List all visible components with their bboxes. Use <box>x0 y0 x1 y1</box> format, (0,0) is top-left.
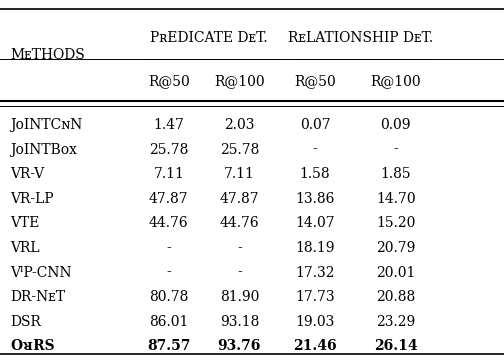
Text: 17.73: 17.73 <box>295 290 335 304</box>
Text: 93.18: 93.18 <box>220 315 259 329</box>
Text: 1.85: 1.85 <box>381 167 411 181</box>
Text: 44.76: 44.76 <box>149 216 188 230</box>
Text: 17.32: 17.32 <box>295 266 335 279</box>
Text: 0.07: 0.07 <box>300 118 330 132</box>
Text: VR-V: VR-V <box>10 167 44 181</box>
Text: -: - <box>393 143 398 156</box>
Text: 47.87: 47.87 <box>220 192 259 206</box>
Text: 14.70: 14.70 <box>376 192 415 206</box>
Text: 93.76: 93.76 <box>218 340 261 353</box>
Text: 26.14: 26.14 <box>374 340 417 353</box>
Text: JᴏINTBᴏx: JᴏINTBᴏx <box>10 143 77 156</box>
Text: -: - <box>237 266 242 279</box>
Text: 81.90: 81.90 <box>220 290 259 304</box>
Text: R@100: R@100 <box>370 75 421 88</box>
Text: 21.46: 21.46 <box>293 340 337 353</box>
Text: 47.87: 47.87 <box>149 192 188 206</box>
Text: 87.57: 87.57 <box>147 340 191 353</box>
Text: R@100: R@100 <box>214 75 265 88</box>
Text: 20.88: 20.88 <box>376 290 415 304</box>
Text: R@50: R@50 <box>294 75 336 88</box>
Text: 1.47: 1.47 <box>153 118 184 132</box>
Text: VR-LP: VR-LP <box>10 192 54 206</box>
Text: 20.79: 20.79 <box>376 241 415 255</box>
Text: VRL: VRL <box>10 241 40 255</box>
Text: R@50: R@50 <box>148 75 190 88</box>
Text: 7.11: 7.11 <box>224 167 255 181</box>
Text: 86.01: 86.01 <box>149 315 188 329</box>
Text: 25.78: 25.78 <box>220 143 259 156</box>
Text: 2.03: 2.03 <box>224 118 255 132</box>
Text: 7.11: 7.11 <box>153 167 184 181</box>
Text: -: - <box>166 266 171 279</box>
Text: 0.09: 0.09 <box>381 118 411 132</box>
Text: 19.03: 19.03 <box>295 315 335 329</box>
Text: 44.76: 44.76 <box>220 216 259 230</box>
Text: MᴇTHODS: MᴇTHODS <box>10 48 85 62</box>
Text: -: - <box>166 241 171 255</box>
Text: DR-NᴇT: DR-NᴇT <box>10 290 65 304</box>
Text: 23.29: 23.29 <box>376 315 415 329</box>
Text: 1.58: 1.58 <box>300 167 330 181</box>
Text: DSR: DSR <box>10 315 41 329</box>
Text: VTE: VTE <box>10 216 39 230</box>
Text: 18.19: 18.19 <box>295 241 335 255</box>
Text: -: - <box>237 241 242 255</box>
Text: 14.07: 14.07 <box>295 216 335 230</box>
Text: 20.01: 20.01 <box>376 266 415 279</box>
Text: VᴵP-CNN: VᴵP-CNN <box>10 266 72 279</box>
Text: OᴚRS: OᴚRS <box>10 340 55 353</box>
Text: RᴇLATIONSHIP DᴇT.: RᴇLATIONSHIP DᴇT. <box>288 31 433 45</box>
Text: JᴏINTCɴN: JᴏINTCɴN <box>10 118 83 132</box>
Text: 25.78: 25.78 <box>149 143 188 156</box>
Text: -: - <box>312 143 318 156</box>
Text: 80.78: 80.78 <box>149 290 188 304</box>
Text: 15.20: 15.20 <box>376 216 415 230</box>
Text: 13.86: 13.86 <box>295 192 335 206</box>
Text: PʀEDICATE DᴇT.: PʀEDICATE DᴇT. <box>150 31 268 45</box>
